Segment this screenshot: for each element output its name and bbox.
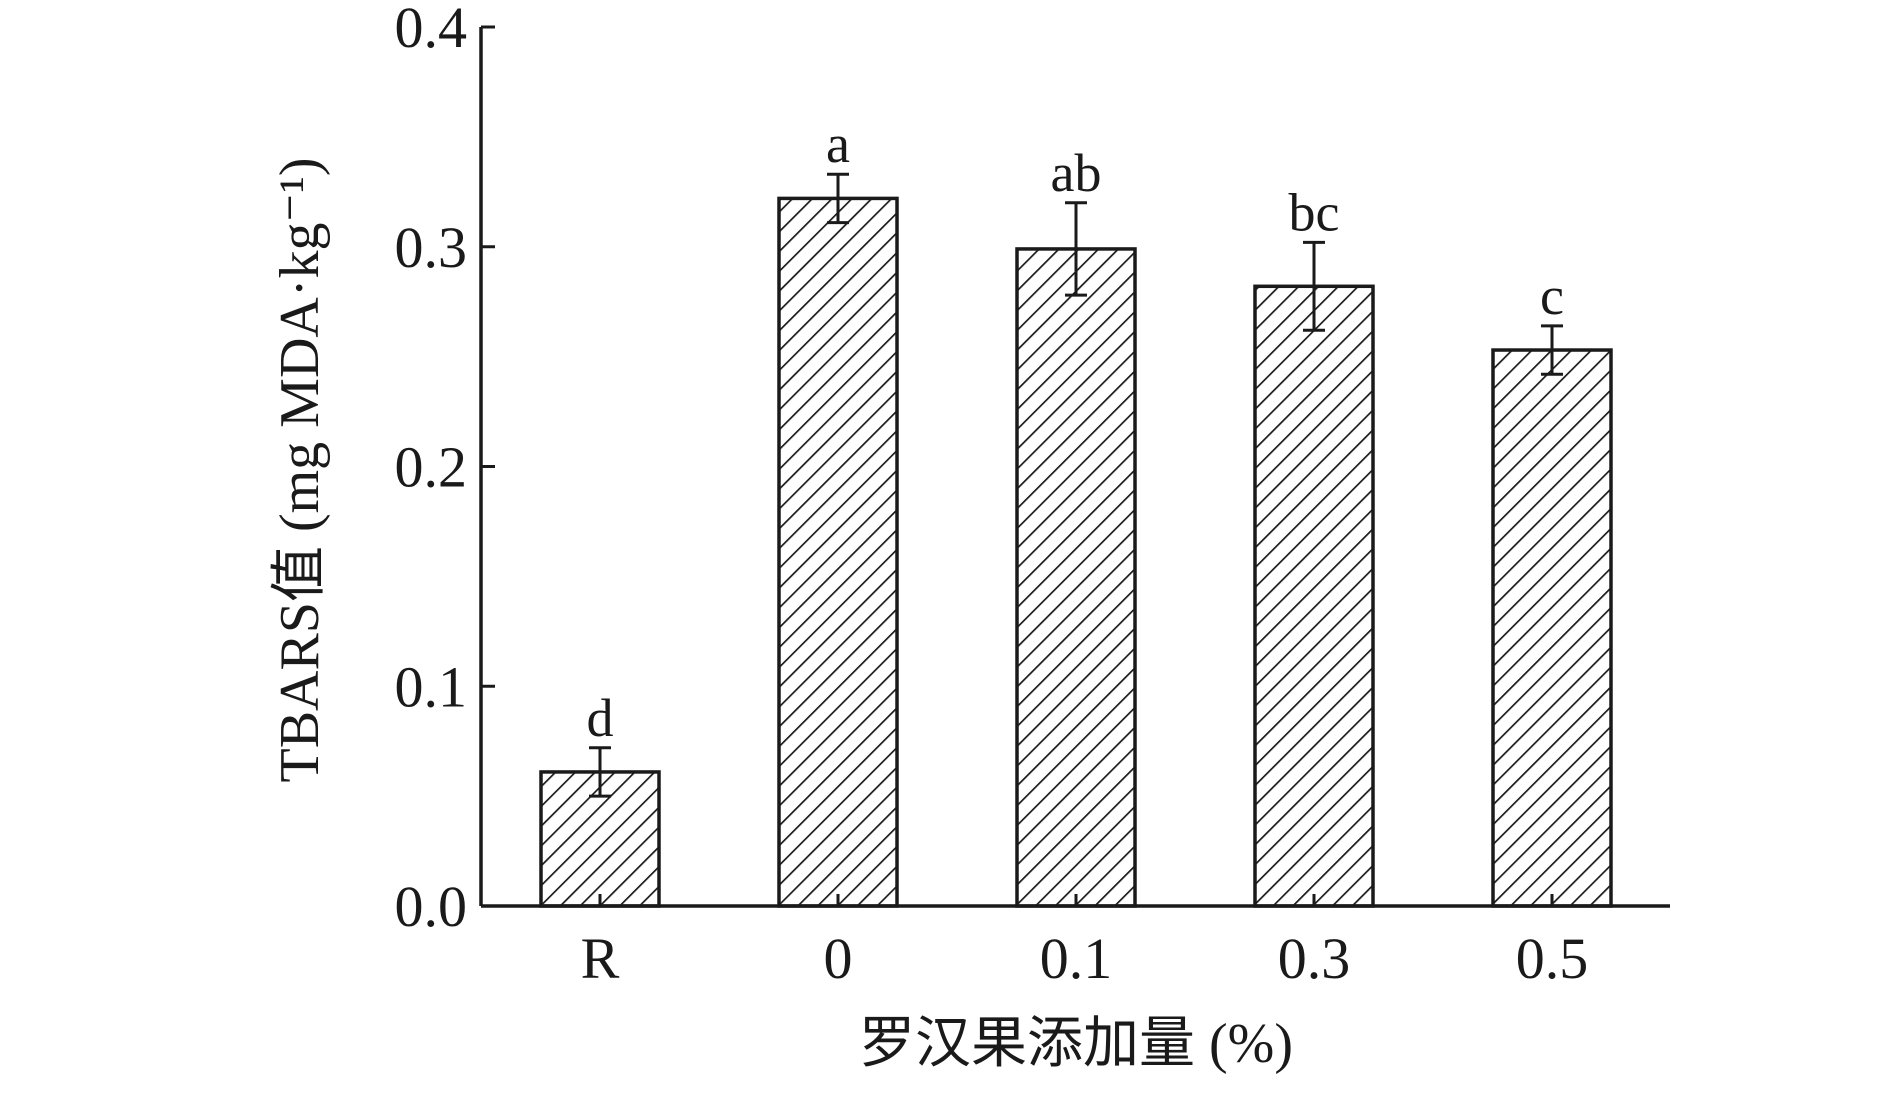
- bars-layer: [539, 196, 1613, 908]
- x-tick-label-3: 0.1: [1040, 926, 1113, 991]
- x-tick-label-1: R: [581, 926, 620, 991]
- y-tick-label-5: 0.4: [395, 0, 468, 60]
- x-tick-label-2: 0: [824, 926, 853, 991]
- bar-5: [1491, 348, 1613, 908]
- error-bars-layer: [589, 172, 1563, 798]
- x-axis-title: 罗汉果添加量 (%): [859, 1013, 1293, 1075]
- axes-layer: [479, 25, 1670, 908]
- x-tick-label-5: 0.5: [1516, 926, 1589, 991]
- labels-layer: d Ra 0 ab 0.1 bc 0.3 c 0.5 0.0 0.1 0.2 0.3 0.4: [395, 0, 1589, 991]
- y-axis-title: TBARS值 (mg MDA·kg⁻¹): [269, 157, 331, 782]
- y-tick-label-4: 0.3: [395, 215, 468, 280]
- bar-3: [1015, 247, 1137, 908]
- significance-label-5: c: [1540, 266, 1564, 326]
- y-tick-label-2: 0.1: [395, 654, 468, 719]
- significance-label-4: bc: [1289, 182, 1340, 242]
- bar-4: [1253, 284, 1375, 908]
- significance-label-3: ab: [1051, 143, 1102, 203]
- x-tick-label-4: 0.3: [1278, 926, 1351, 991]
- y-tick-label-1: 0.0: [395, 874, 468, 939]
- significance-label-2: a: [826, 114, 850, 174]
- bar-2: [777, 196, 899, 908]
- significance-label-1: d: [587, 688, 614, 748]
- y-tick-label-3: 0.2: [395, 435, 468, 500]
